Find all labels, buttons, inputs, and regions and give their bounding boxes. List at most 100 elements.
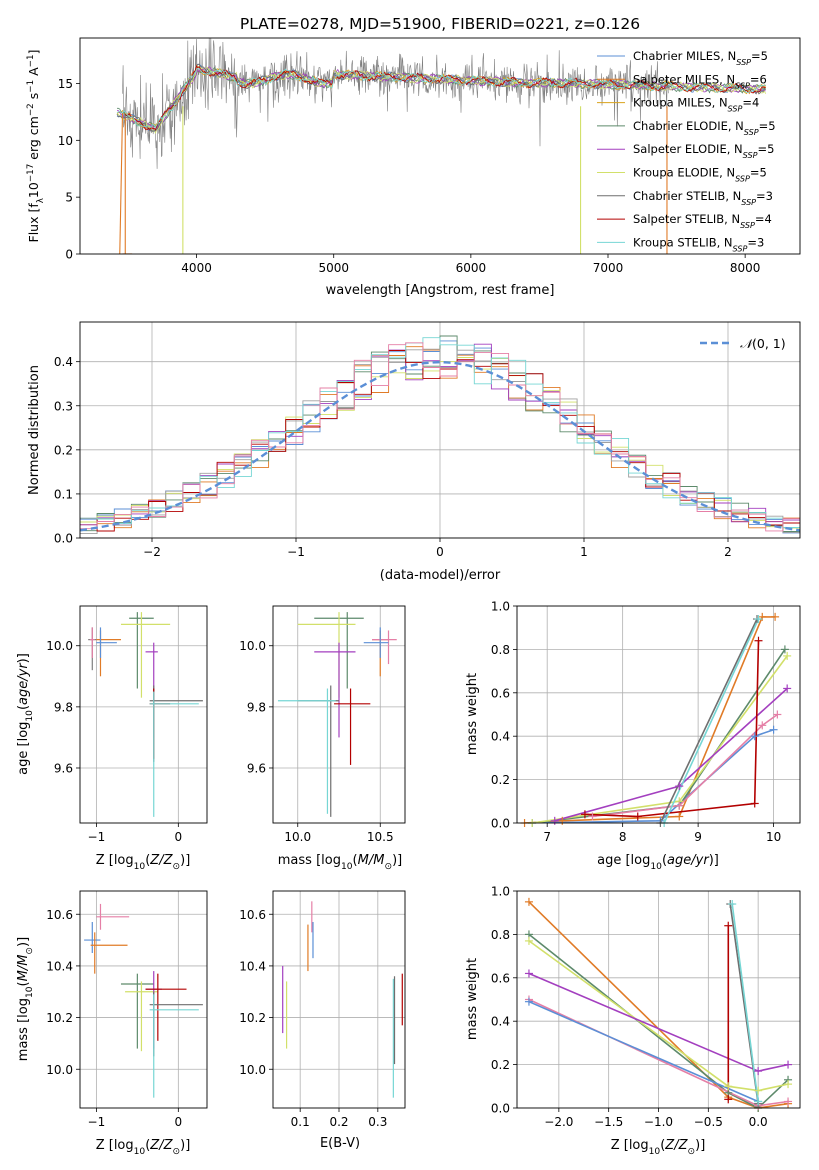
legend-label: Kroupa ELODIE, NSSP=5 xyxy=(633,166,767,184)
spectrum-model-line xyxy=(116,63,766,133)
axes-frame xyxy=(79,890,208,1109)
x-tick-label: 8000 xyxy=(730,261,761,275)
axes-frame xyxy=(79,605,208,824)
legend-label: Chabrier STELIB, NSSP=3 xyxy=(633,189,773,207)
x-tick-label: −2.0 xyxy=(544,1115,573,1129)
x-tick-label: 2 xyxy=(724,545,732,559)
y-tick-label: 5 xyxy=(65,191,73,205)
x-tick-label: 4000 xyxy=(181,261,212,275)
x-tick-label: 5000 xyxy=(318,261,349,275)
x-tick-label: −0.5 xyxy=(694,1115,723,1129)
weight-line xyxy=(528,940,789,1092)
x-tick-label: 7000 xyxy=(593,261,624,275)
panel-weight_vs_Z: −2.0 −1.5 −1.0 −0.5 0.0 0.0 0.2 0.4 0.6 0.8 1.0 Z [… xyxy=(465,885,801,1157)
y-tick-label: 0.0 xyxy=(491,1102,510,1116)
weight-line xyxy=(659,618,758,823)
x-tick-label: 9 xyxy=(694,830,702,844)
y-tick-label: 10.0 xyxy=(239,639,266,653)
x-tick-label: −1 xyxy=(88,830,106,844)
weight-line xyxy=(584,640,760,818)
plot-area xyxy=(273,891,405,1108)
y-tick-label: 0.0 xyxy=(54,532,73,546)
y-tick-label: 0.8 xyxy=(491,928,510,942)
panel-age_vs_mass: 10.0 10.5 9.6 9.8 10.0 mass [log10(M/M⊙)] xyxy=(239,605,406,872)
x-axis-label: Z [log10(Z/Z⊙)] xyxy=(611,1138,706,1157)
plot-area xyxy=(517,891,800,1108)
weight-line xyxy=(528,901,789,1108)
panel-spectrum: 4000 5000 6000 7000 8000 0 5 10 15 Chabrier MILES… xyxy=(26,37,801,298)
spectrum-model-line xyxy=(116,65,767,134)
legend-label: Chabrier ELODIE, NSSP=5 xyxy=(633,119,776,137)
y-tick-label: 1.0 xyxy=(491,885,510,899)
panel-residuals: −2 −1 0 1 2 0.0 0.1 0.2 0.3 0.4 𝒩(0, 1) (data-model… xyxy=(27,321,801,583)
x-tick-label: 0.1 xyxy=(291,1115,310,1129)
legend-label: Salpeter ELODIE, NSSP=5 xyxy=(633,142,774,160)
y-tick-label: 0.2 xyxy=(491,1058,510,1072)
x-tick-label: 0 xyxy=(175,1115,183,1129)
x-tick-label: 6000 xyxy=(456,261,487,275)
panel-mass_vs_ebv: 0.1 0.2 0.3 10.0 10.2 10.4 10.6 E(B-V) xyxy=(239,890,406,1151)
y-axis-label: mass [log10(M/M⊙)] xyxy=(16,937,35,1061)
y-tick-label: 0.6 xyxy=(491,686,510,700)
y-tick-label: 0.3 xyxy=(54,399,73,413)
figure-title: PLATE=0278, MJD=51900, FIBERID=0221, z=0… xyxy=(240,15,640,33)
x-tick-label: 10.5 xyxy=(367,830,394,844)
histogram-step xyxy=(80,337,800,528)
x-tick-label: −1 xyxy=(287,545,305,559)
y-tick-label: 0.0 xyxy=(491,817,510,831)
y-tick-label: 10.2 xyxy=(46,1011,73,1025)
y-tick-label: 10.6 xyxy=(239,908,266,922)
x-axis-label: Z [log10(Z/Z⊙)] xyxy=(96,853,191,872)
gaussian-reference-line xyxy=(80,360,800,532)
x-tick-label: −2 xyxy=(143,545,161,559)
y-axis-label: Flux [fλ10−17 erg cm−2 s−1 A−1] xyxy=(26,50,46,243)
x-tick-label: −1 xyxy=(88,1115,106,1129)
y-tick-label: 9.8 xyxy=(247,700,266,714)
axes-frame xyxy=(272,890,406,1109)
spectrum-model-line xyxy=(125,65,766,131)
y-tick-label: 10.2 xyxy=(239,1011,266,1025)
legend-label: 𝒩(0, 1) xyxy=(740,336,786,351)
x-axis-label: (data-model)/error xyxy=(380,568,501,583)
x-axis-label: age [log10(age/yr)] xyxy=(597,853,719,872)
axes-frame xyxy=(79,321,801,539)
x-tick-label: 8 xyxy=(619,830,627,844)
legend-label: Salpeter STELIB, NSSP=4 xyxy=(633,212,772,230)
x-axis-label: wavelength [Angstrom, rest frame] xyxy=(326,283,555,298)
y-tick-label: 0.1 xyxy=(54,487,73,501)
x-tick-label: 10 xyxy=(766,830,781,844)
weight-line xyxy=(592,713,778,818)
y-tick-label: 9.6 xyxy=(247,761,266,775)
panel-weight_vs_age: 7 8 9 10 0.0 0.2 0.4 0.6 0.8 1.0 age [log10(age/yr… xyxy=(465,600,801,872)
spectrum-data-line xyxy=(122,38,669,169)
panel-age_vs_Z: −1 0 9.6 9.8 10.0 Z [log10(Z/Z⊙)] age [log10(a… xyxy=(16,605,208,872)
y-tick-label: 0.2 xyxy=(491,773,510,787)
plot-area xyxy=(517,606,800,823)
y-axis-label: mass weight xyxy=(465,958,480,1040)
x-tick-label: 0 xyxy=(175,830,183,844)
axes-frame xyxy=(272,605,406,824)
y-tick-label: 10.6 xyxy=(46,908,73,922)
plot-area xyxy=(80,606,207,823)
plot-area xyxy=(80,322,800,538)
axes-frame xyxy=(516,605,801,824)
x-tick-label: 7 xyxy=(543,830,551,844)
y-tick-label: 0 xyxy=(65,248,73,262)
y-tick-label: 0.4 xyxy=(54,355,73,369)
weight-line xyxy=(531,655,788,823)
histogram-step xyxy=(80,342,800,532)
y-tick-label: 10.4 xyxy=(239,959,266,973)
y-tick-label: 10 xyxy=(58,134,73,148)
axes-frame xyxy=(516,890,801,1109)
x-tick-label: 0.2 xyxy=(329,1115,348,1129)
legend-label: Kroupa STELIB, NSSP=3 xyxy=(633,235,764,253)
y-tick-label: 0.4 xyxy=(491,1015,510,1029)
y-tick-label: 10.0 xyxy=(46,1063,73,1077)
y-tick-label: 0.4 xyxy=(491,730,510,744)
y-tick-label: 15 xyxy=(58,77,73,91)
x-tick-label: −1.0 xyxy=(644,1115,673,1129)
plot-area xyxy=(273,606,405,823)
spectrum-edge xyxy=(119,113,124,254)
y-axis-label: mass weight xyxy=(465,673,480,755)
plot-area xyxy=(116,38,767,254)
